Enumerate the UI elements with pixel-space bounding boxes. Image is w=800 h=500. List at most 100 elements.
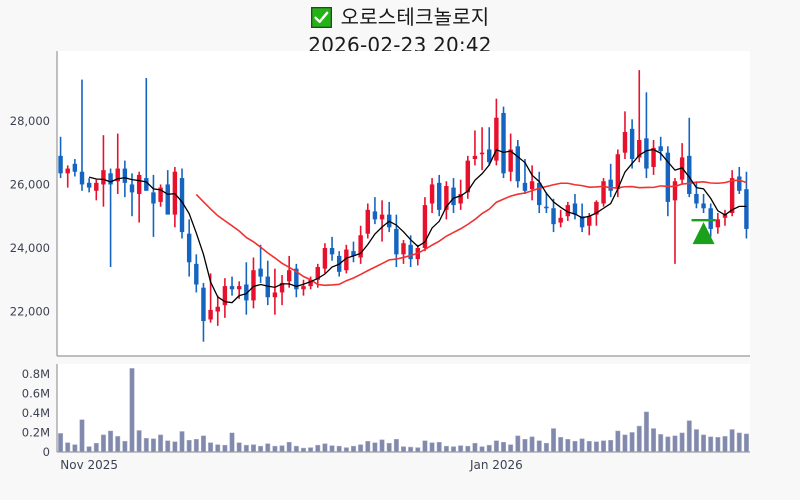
candlestick bbox=[251, 257, 256, 309]
volume-bar bbox=[515, 435, 521, 453]
volume-bar bbox=[479, 446, 485, 453]
volume-y-tick-label: 0.4M bbox=[22, 406, 50, 420]
candlestick bbox=[215, 295, 220, 326]
candlestick bbox=[58, 136, 63, 179]
volume-bar bbox=[279, 445, 285, 453]
price-y-axis-ticks: 28,000 26,000 24,000 22,000 bbox=[10, 114, 50, 319]
volume-bar bbox=[100, 434, 106, 453]
volume-bar bbox=[551, 428, 557, 453]
candlestick bbox=[572, 193, 578, 220]
volume-bar bbox=[443, 445, 449, 453]
volume-bar-series bbox=[58, 368, 749, 453]
candlestick bbox=[551, 198, 556, 233]
volume-bar bbox=[293, 445, 299, 453]
volume-panel: 0.8M 0.6M 0.4M 0.2M 0 Nov 2025 Jan 2026 bbox=[22, 364, 750, 472]
candlestick bbox=[537, 171, 542, 214]
x-tick-label: Nov 2025 bbox=[60, 458, 118, 472]
candlestick bbox=[272, 268, 278, 315]
volume-y-tick-label: 0 bbox=[43, 445, 50, 459]
volume-bar bbox=[679, 432, 685, 453]
price-panel: 28,000 26,000 24,000 22,000 bbox=[10, 51, 750, 357]
candlestick bbox=[122, 160, 128, 198]
volume-bar bbox=[701, 434, 707, 453]
volume-bar bbox=[158, 434, 164, 453]
volume-bar bbox=[351, 445, 356, 453]
volume-bar bbox=[536, 440, 542, 453]
volume-bar bbox=[486, 444, 492, 453]
volume-bar bbox=[415, 447, 421, 453]
buy-signal-marker bbox=[691, 218, 716, 245]
volume-bar bbox=[593, 441, 599, 453]
volume-bar bbox=[79, 419, 85, 453]
volume-bar bbox=[229, 432, 235, 453]
volume-bar bbox=[658, 434, 664, 453]
candlestick bbox=[129, 173, 135, 217]
candlestick bbox=[558, 209, 563, 228]
candlestick bbox=[651, 139, 656, 175]
candlestick bbox=[694, 181, 699, 209]
candlestick bbox=[658, 136, 663, 161]
volume-bar bbox=[265, 443, 271, 453]
candlestick bbox=[458, 179, 463, 210]
volume-bar bbox=[586, 440, 592, 453]
candlestick bbox=[186, 219, 192, 277]
candlestick bbox=[179, 168, 185, 239]
candlestick bbox=[508, 133, 513, 182]
volume-bar bbox=[743, 433, 749, 453]
candlestick bbox=[515, 139, 521, 188]
volume-bar bbox=[372, 442, 378, 453]
x-tick-label: Jan 2026 bbox=[469, 458, 523, 472]
candlestick bbox=[101, 135, 106, 207]
volume-bar bbox=[493, 440, 499, 453]
candlestick bbox=[279, 274, 285, 306]
candlestick bbox=[115, 133, 120, 194]
volume-bar bbox=[601, 440, 607, 453]
candlestick bbox=[529, 165, 535, 201]
volume-bar bbox=[343, 447, 349, 453]
volume-bar bbox=[729, 429, 735, 453]
candlestick bbox=[265, 260, 270, 306]
volume-bar bbox=[422, 440, 428, 453]
candlestick bbox=[401, 240, 406, 264]
candlestick bbox=[622, 111, 628, 160]
candlestick bbox=[79, 79, 85, 191]
candlestick bbox=[644, 92, 649, 179]
candlestick bbox=[629, 119, 635, 169]
candlestick bbox=[744, 171, 749, 239]
candlestick bbox=[144, 78, 149, 191]
volume-bar bbox=[215, 444, 221, 453]
volume-bar bbox=[322, 443, 328, 453]
volume-y-tick-label: 0.6M bbox=[22, 386, 50, 400]
volume-bar bbox=[393, 439, 399, 453]
candlestick bbox=[322, 243, 328, 274]
volume-bar bbox=[143, 438, 149, 453]
volume-bar bbox=[693, 429, 699, 453]
candlestick bbox=[358, 225, 363, 264]
volume-bar bbox=[636, 425, 642, 453]
volume-bar bbox=[358, 444, 364, 453]
volume-bar bbox=[622, 434, 628, 453]
volume-bar bbox=[386, 442, 392, 453]
volume-bar bbox=[58, 433, 64, 453]
candlestick bbox=[365, 203, 370, 239]
volume-bar bbox=[308, 447, 314, 453]
volume-bar bbox=[172, 441, 178, 453]
candlestick bbox=[522, 159, 528, 194]
volume-bar bbox=[522, 439, 528, 453]
candlestick bbox=[286, 255, 292, 288]
volume-bar bbox=[708, 436, 714, 453]
candlestick bbox=[608, 163, 613, 198]
candlestick bbox=[729, 170, 735, 217]
volume-bar bbox=[179, 431, 185, 453]
candlestick bbox=[86, 178, 92, 193]
volume-bar bbox=[272, 445, 278, 453]
volume-bar bbox=[436, 441, 442, 453]
ma-long-line bbox=[195, 179, 747, 287]
volume-bar bbox=[736, 432, 742, 453]
volume-y-tick-label: 0.8M bbox=[22, 367, 50, 381]
volume-bar bbox=[286, 441, 292, 453]
volume-bar bbox=[722, 436, 728, 453]
candlestick bbox=[472, 130, 478, 166]
candlestick bbox=[158, 184, 163, 207]
